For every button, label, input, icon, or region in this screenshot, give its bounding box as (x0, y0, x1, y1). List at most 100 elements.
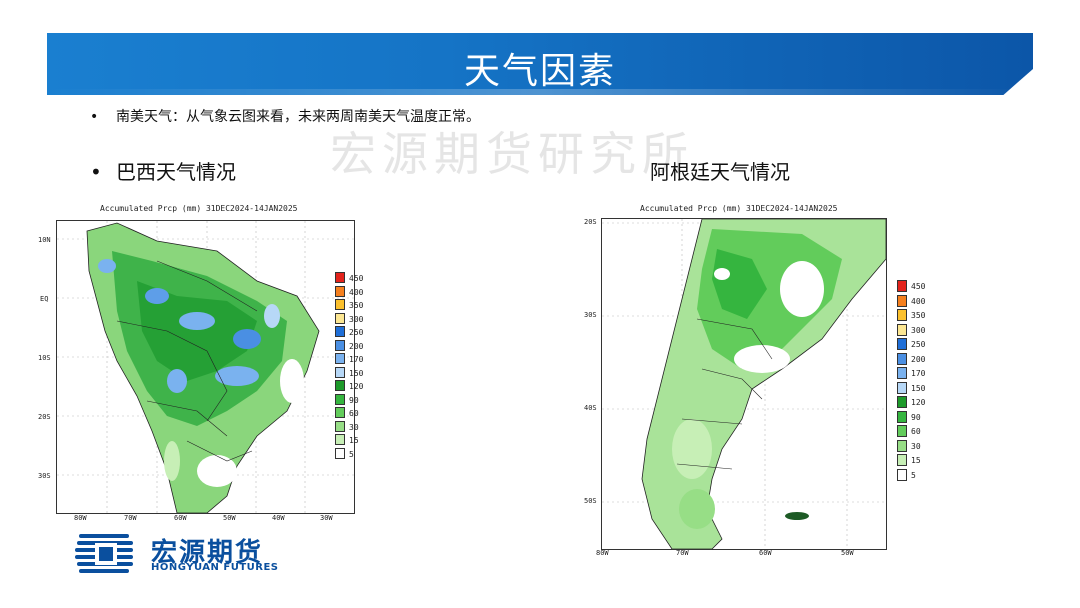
argentina-heading-text: 阿根廷天气情况 (650, 160, 790, 184)
legend-swatch (335, 353, 345, 364)
argentina-map-title: Accumulated Prcp (mm) 31DEC2024-14JAN202… (640, 204, 838, 213)
argentina-map-panel: Accumulated Prcp (mm) 31DEC2024-14JAN202… (578, 200, 938, 560)
legend-swatch (335, 285, 345, 297)
bullet-mark: • (90, 160, 102, 184)
brazil-heading: • 巴西天气情况 (90, 156, 236, 185)
argentina-map (601, 218, 887, 550)
legend-level-label: 15 (911, 456, 921, 465)
legend-swatch (897, 410, 907, 423)
legend-level-label: 170 (911, 369, 926, 378)
legend-swatch (335, 326, 345, 337)
legend-swatch (897, 323, 907, 336)
argentina-lon-label: 70W (676, 549, 689, 557)
title-banner: 天气因素 (47, 33, 1033, 95)
company-logo: 宏源期货 HONGYUAN FUTURES (75, 530, 315, 578)
legend-swatch (335, 420, 345, 432)
legend-level-label: 90 (349, 395, 359, 405)
legend-level-label: 450 (349, 274, 364, 283)
legend-swatch (335, 312, 345, 324)
brazil-heading-text: 巴西天气情况 (116, 160, 236, 184)
legend-level-label: 300 (349, 314, 364, 324)
legend-level-label: 5 (349, 449, 354, 459)
brazil-lat-label: 10N (38, 236, 51, 244)
legend-swatch (335, 272, 345, 283)
logo-emblem-icon (75, 534, 133, 573)
brazil-lon-label: 40W (272, 514, 285, 522)
logo-name-en: HONGYUAN FUTURES (151, 562, 279, 573)
argentina-map-graphic (602, 219, 886, 549)
legend-level-label: 200 (349, 341, 364, 351)
legend-level-label: 60 (911, 427, 921, 436)
brazil-lat-label: EQ (40, 295, 49, 303)
legend-swatch (897, 454, 907, 466)
legend-swatch (897, 352, 907, 365)
legend-swatch (335, 299, 345, 310)
legend-level-label: 150 (911, 383, 926, 393)
brazil-lat-label: 10S (38, 354, 51, 362)
legend-level-label: 450 (911, 282, 926, 291)
summary-text: 南美天气：从气象云图来看，未来两周南美天气温度正常。 (116, 109, 480, 125)
legend-level-label: 150 (349, 368, 364, 378)
brazil-lon-label: 80W (74, 514, 87, 522)
legend-level-label: 170 (349, 355, 364, 364)
legend-swatch (897, 425, 907, 437)
argentina-legend: 450 400 350 300 250 200 170 150 120 90 60 30 15 5 (897, 280, 947, 485)
legend-swatch (335, 447, 345, 459)
brazil-map-graphic (57, 221, 354, 513)
bullet-mark: • (90, 109, 99, 125)
brazil-lat-label: 30S (38, 472, 51, 480)
brazil-lon-label: 50W (223, 514, 236, 522)
brazil-map (56, 220, 355, 514)
brazil-map-panel: Accumulated Prcp (mm) 31DEC2024-14JAN202… (28, 200, 388, 530)
argentina-lat-label: 20S (584, 218, 597, 226)
legend-swatch (897, 294, 907, 307)
legend-swatch (897, 381, 907, 394)
legend-swatch (897, 439, 907, 452)
legend-level-label: 5 (911, 470, 916, 480)
legend-swatch (335, 407, 345, 418)
legend-swatch (897, 468, 907, 481)
logo-name-cn: 宏源期货 (151, 538, 264, 568)
legend-swatch (335, 380, 345, 391)
legend-swatch (335, 393, 345, 405)
legend-swatch (897, 396, 907, 408)
argentina-lat-label: 40S (584, 404, 597, 412)
brazil-lon-label: 70W (124, 514, 137, 522)
legend-level-label: 60 (349, 409, 359, 418)
argentina-heading: 阿根廷天气情况 (650, 156, 790, 185)
legend-level-label: 250 (349, 328, 364, 337)
legend-level-label: 30 (911, 441, 921, 451)
legend-level-label: 15 (349, 436, 359, 445)
legend-level-label: 400 (349, 287, 364, 297)
legend-swatch (897, 367, 907, 379)
brazil-legend: 450 400 350 300 250 200 170 150 120 90 60 30 15 5 (335, 272, 385, 462)
legend-level-label: 400 (911, 296, 926, 306)
legend-swatch (335, 366, 345, 378)
legend-level-label: 250 (911, 340, 926, 349)
argentina-lon-label: 60W (759, 549, 772, 557)
brazil-lon-label: 30W (320, 514, 333, 522)
legend-level-label: 120 (911, 398, 926, 407)
legend-level-label: 30 (349, 422, 359, 432)
summary-bullet: • 南美天气：从气象云图来看，未来两周南美天气温度正常。 (90, 106, 480, 126)
legend-swatch (897, 309, 907, 321)
brazil-lat-label: 20S (38, 413, 51, 421)
legend-level-label: 350 (349, 301, 364, 310)
argentina-lat-label: 30S (584, 311, 597, 319)
argentina-lon-label: 80W (596, 549, 609, 557)
legend-swatch (897, 338, 907, 350)
slide-title: 天气因素 (463, 51, 616, 92)
legend-level-label: 90 (911, 412, 921, 422)
legend-level-label: 350 (911, 311, 926, 320)
legend-swatch (335, 434, 345, 445)
legend-level-label: 300 (911, 325, 926, 335)
legend-level-label: 200 (911, 354, 926, 364)
legend-swatch (897, 280, 907, 292)
brazil-lon-label: 60W (174, 514, 187, 522)
legend-swatch (335, 339, 345, 351)
brazil-map-title: Accumulated Prcp (mm) 31DEC2024-14JAN202… (100, 204, 298, 213)
watermark: 宏源期货研究所 (330, 127, 694, 181)
argentina-lat-label: 50S (584, 497, 597, 505)
legend-level-label: 120 (349, 382, 364, 391)
argentina-lon-label: 50W (841, 549, 854, 557)
